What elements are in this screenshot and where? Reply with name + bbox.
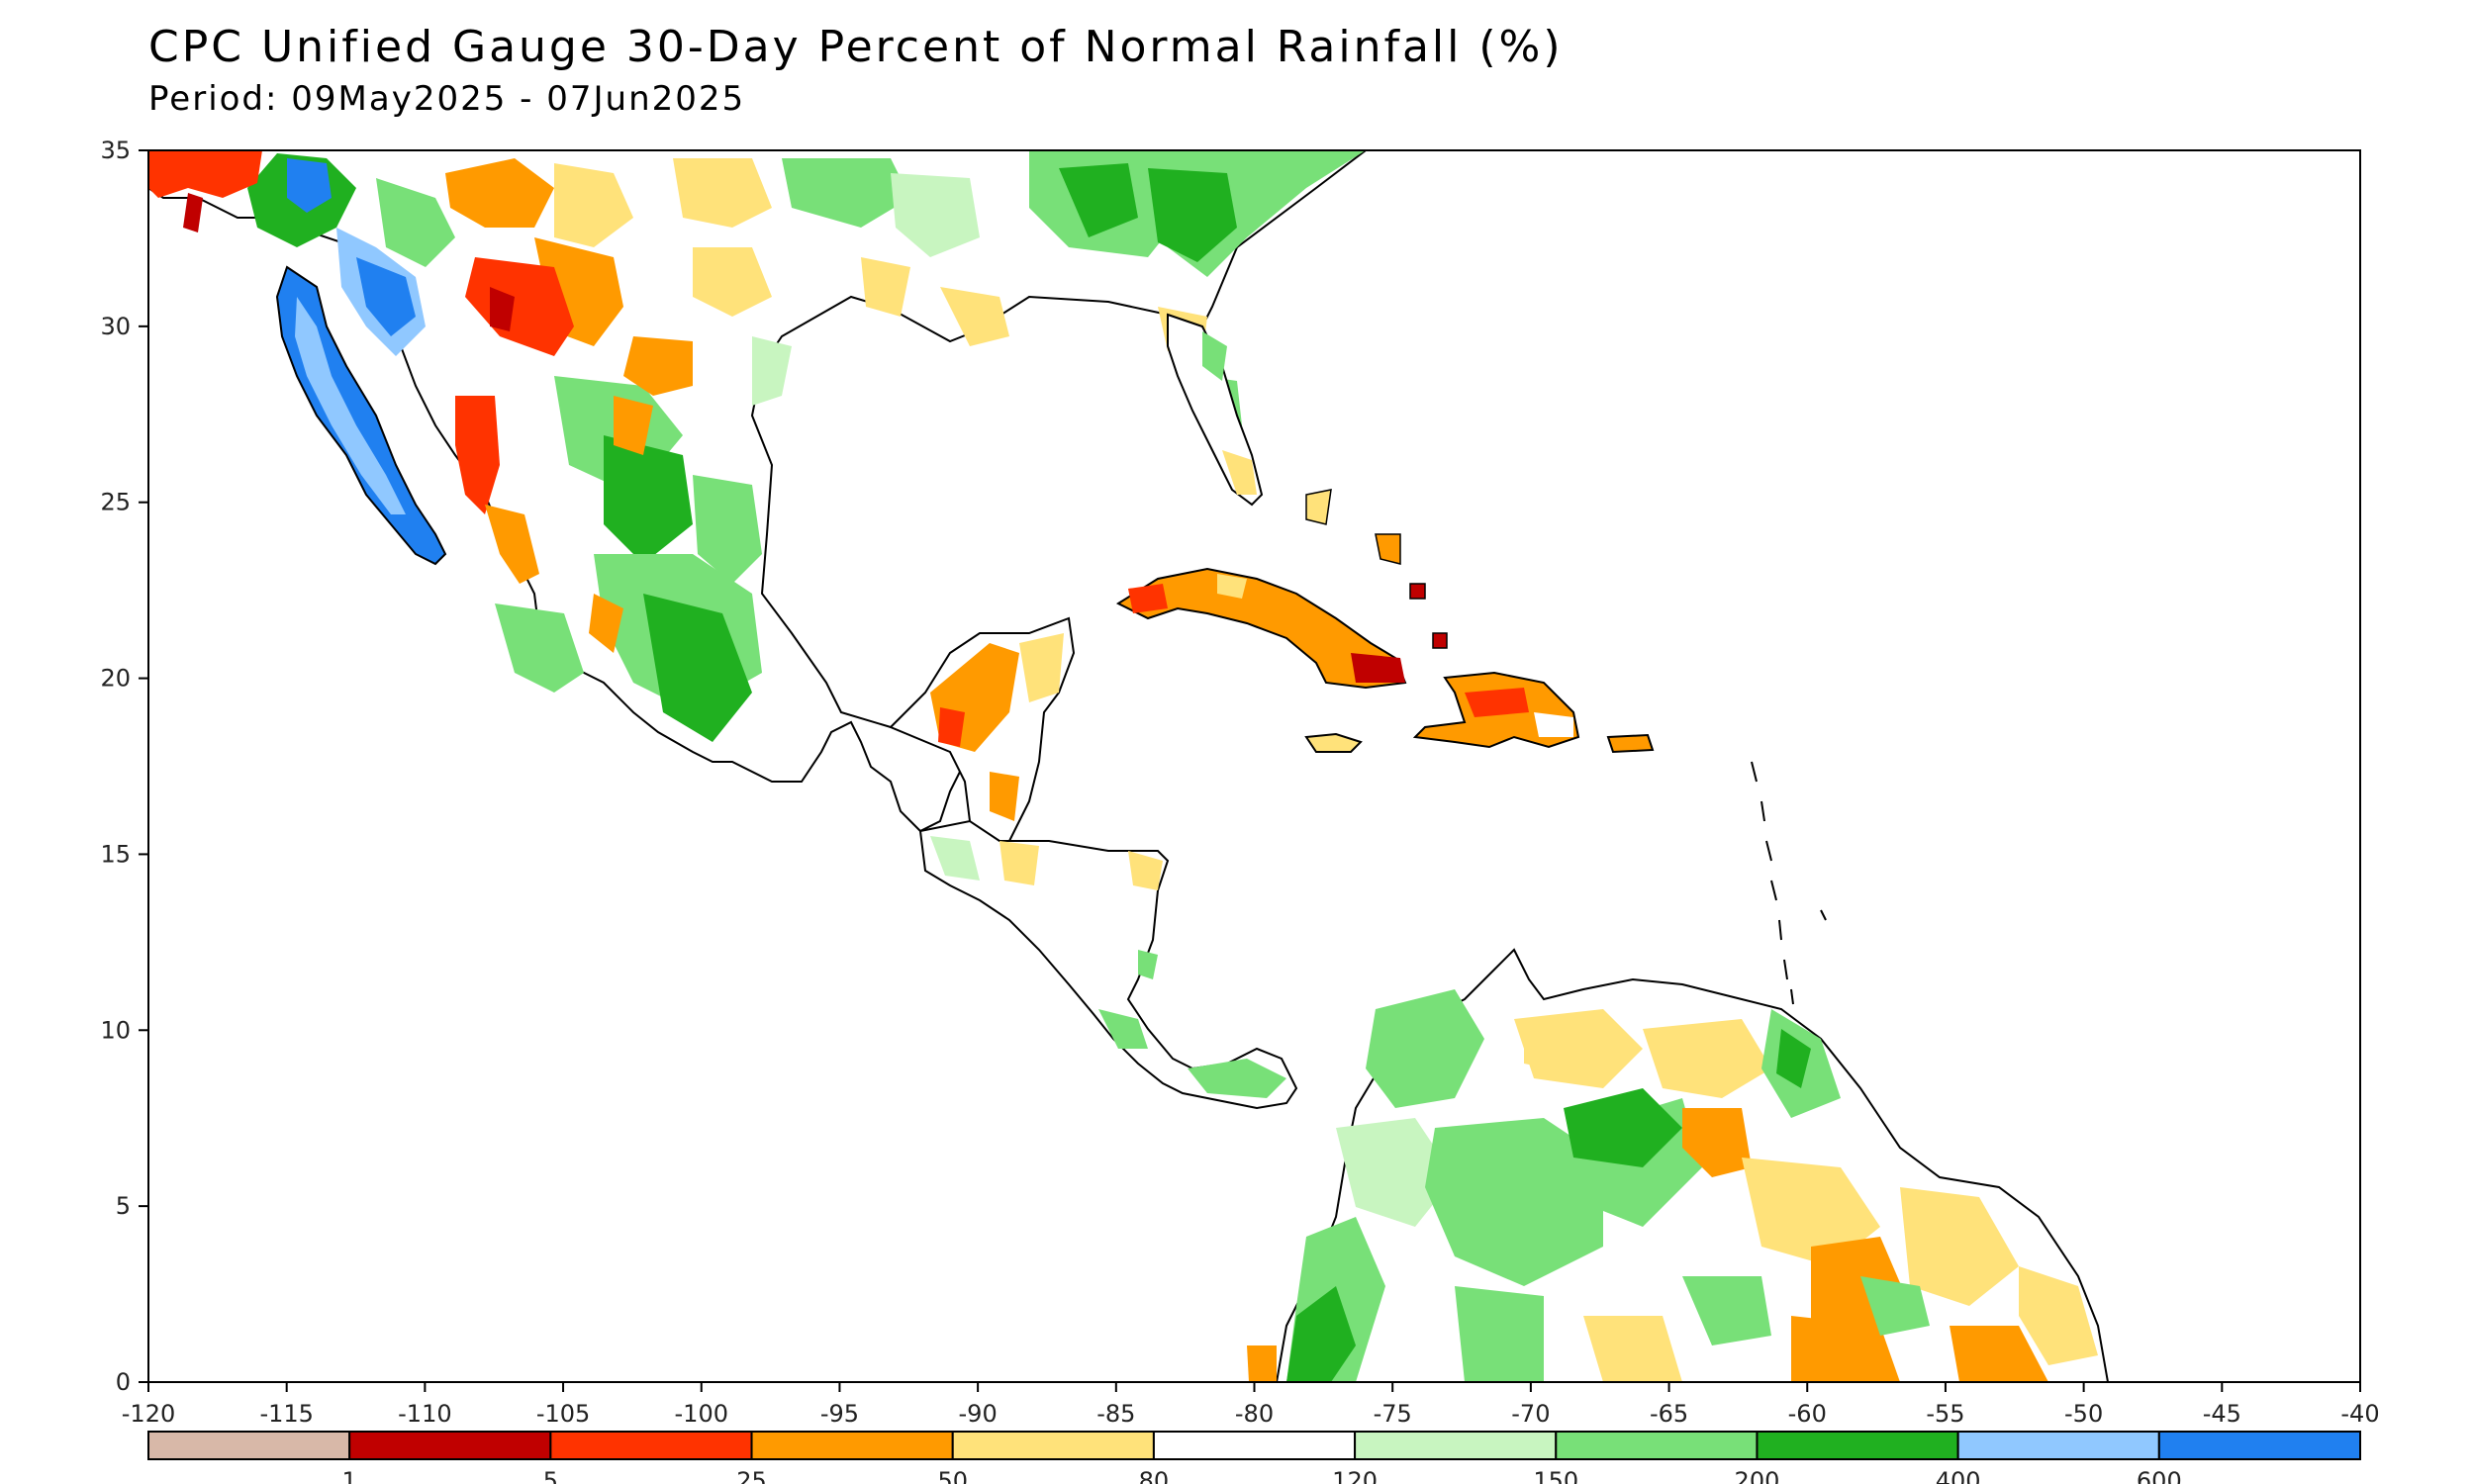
x-tick-label: -95	[820, 1400, 859, 1428]
x-tick-label: -110	[398, 1400, 451, 1428]
y-tick-label: 15	[100, 840, 131, 868]
legend-swatch	[1555, 1431, 1759, 1460]
central-america	[918, 819, 1298, 1110]
legend-swatch	[750, 1431, 954, 1460]
x-tick-label: -85	[1096, 1400, 1135, 1428]
x-tick-label: -80	[1235, 1400, 1274, 1428]
y-tick-label: 5	[116, 1192, 131, 1220]
legend-label: 1	[342, 1467, 357, 1484]
x-tick-label: -60	[1788, 1400, 1827, 1428]
y-axis: 35 30 25 20 15 10 5 0	[100, 137, 148, 1396]
x-tick-label: -40	[2340, 1400, 2379, 1428]
x-tick-label: -45	[2203, 1400, 2241, 1428]
legend-colorbar: 1 5 25 50 80 120 150 200 400 600	[147, 1431, 2361, 1484]
legend-swatch	[1354, 1431, 1558, 1460]
x-tick-label: -120	[122, 1400, 175, 1428]
legend-swatch	[147, 1431, 351, 1460]
legend-swatch	[951, 1431, 1155, 1460]
legend-label: 400	[1936, 1467, 1981, 1484]
y-tick-label: 10	[100, 1016, 131, 1044]
legend-swatch	[549, 1431, 753, 1460]
map-title: CPC Unified Gauge 30-Day Percent of Norm…	[148, 22, 1564, 72]
legend-label: 600	[2137, 1467, 2182, 1484]
x-tick-label: -115	[259, 1400, 313, 1428]
legend-swatch	[348, 1431, 552, 1460]
y-tick-label: 30	[100, 313, 131, 340]
legend-label: 150	[1533, 1467, 1578, 1484]
jamaica	[1304, 732, 1363, 753]
map-period: Period: 09May2025 - 07Jun2025	[148, 79, 746, 119]
cuba	[1115, 567, 1407, 690]
x-axis: -120 -115 -110 -105 -100 -95 -90 -85 -80 -75 -70 -6…	[122, 1382, 2380, 1428]
mexico-us-land	[148, 150, 1368, 833]
map-field	[148, 150, 2110, 1382]
x-tick-label: -55	[1926, 1400, 1964, 1428]
legend-swatch	[2157, 1431, 2361, 1460]
legend-label: 200	[1735, 1467, 1780, 1484]
y-tick-label: 25	[100, 489, 131, 516]
legend-label: 5	[543, 1467, 558, 1484]
legend-swatch	[1152, 1431, 1357, 1460]
puerto-rico	[1606, 733, 1655, 754]
y-tick-label: 0	[116, 1368, 131, 1396]
legend-label: 80	[1139, 1467, 1170, 1484]
legend-label: 120	[1332, 1467, 1378, 1484]
y-tick-label: 20	[100, 665, 131, 693]
x-tick-label: -90	[959, 1400, 998, 1428]
y-tick-label: 35	[100, 137, 131, 164]
legend-label: 25	[736, 1467, 767, 1484]
x-tick-label: -105	[536, 1400, 590, 1428]
x-tick-label: -100	[675, 1400, 728, 1428]
x-tick-label: -65	[1650, 1400, 1688, 1428]
legend-swatch	[1756, 1431, 1959, 1460]
legend-label: 50	[937, 1467, 968, 1484]
x-tick-label: -50	[2064, 1400, 2103, 1428]
x-tick-label: -70	[1511, 1400, 1550, 1428]
x-tick-label: -75	[1374, 1400, 1412, 1428]
legend-swatch	[1956, 1431, 2160, 1460]
